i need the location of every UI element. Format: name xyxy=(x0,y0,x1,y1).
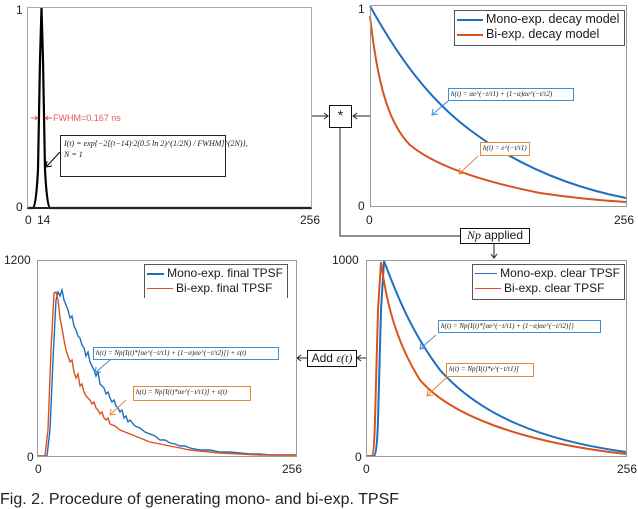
legend-item-bi-clear: Bi-exp. clear TPSF xyxy=(475,281,620,296)
clear-mono-equation: h(t) = Np{I(t)*[αe^(−t/τ1) + (1−α)αe^(−t… xyxy=(438,320,601,333)
final-x-tick-256: 256 xyxy=(282,462,303,476)
final-bi-equation: h(t) = Np[I(t)*αe^(−t/τ1)] + ε(t) xyxy=(133,386,251,401)
np-applied-label: applied xyxy=(480,228,524,242)
convolution-symbol: * xyxy=(337,107,344,123)
irf-plot xyxy=(27,7,311,210)
irf-x-tick-14: 14 xyxy=(37,213,51,227)
irf-equation-line2: N = 1 xyxy=(64,150,83,159)
noise-symbol: ε(t) xyxy=(336,351,353,365)
clear-bi-equation: h(t) = Np[I(t)*e^(−t/τ1)] xyxy=(446,363,534,377)
decay-bi-equation: h(t) = e^(−t/τ1) xyxy=(480,142,530,156)
final-mono-equation: h(t) = Np{I(t)*[αe^(−t/τ1) + (1−α)αe^(−t… xyxy=(93,347,279,360)
legend-swatch-bi xyxy=(475,288,501,289)
legend-label-bi: Bi-exp. final TPSF xyxy=(176,281,273,295)
legend-label-bi: Bi-exp. clear TPSF xyxy=(504,281,605,295)
connector-lines xyxy=(296,112,498,362)
legend-item-mono-decay: Mono-exp. decay model xyxy=(457,12,620,27)
irf-x-tick-0: 0 xyxy=(25,213,32,227)
clear-y-tick-bottom: 0 xyxy=(355,450,362,464)
irf-equation-box: I(t) = exp{−2[(t−14)·2(0.5 ln 2)^(1/2N) … xyxy=(60,135,248,177)
irf-y-tick-bottom: 0 xyxy=(16,200,23,214)
fwhm-annotation: FWHM=0.167 ns xyxy=(53,113,121,123)
final-y-tick-top: 1200 xyxy=(4,253,31,267)
irf-plot-frame xyxy=(27,7,312,209)
legend-item-mono-clear: Mono-exp. clear TPSF xyxy=(475,266,620,281)
clear-y-tick-top: 1000 xyxy=(332,253,359,267)
legend-swatch-mono xyxy=(147,272,165,275)
irf-equation-line1: I(t) = exp{−2[(t−14)·2(0.5 ln 2)^(1/2N) … xyxy=(64,139,248,148)
decay-y-tick-bottom: 0 xyxy=(358,199,365,213)
irf-y-tick-top: 1 xyxy=(16,3,23,17)
final-x-tick-0: 0 xyxy=(35,462,42,476)
convolution-operator-box: * xyxy=(329,105,352,128)
legend-swatch-bi xyxy=(457,33,483,36)
decay-legend: Mono-exp. decay model Bi-exp. decay mode… xyxy=(454,10,625,46)
legend-item-bi-final: Bi-exp. final TPSF xyxy=(147,281,283,296)
legend-label-bi: Bi-exp. decay model xyxy=(486,27,600,41)
clear-tpsf-legend: Mono-exp. clear TPSF Bi-exp. clear TPSF xyxy=(472,264,625,300)
np-symbol: Np xyxy=(466,228,481,242)
final-tpsf-legend: Mono-exp. final TPSF Bi-exp. final TPSF xyxy=(144,264,288,298)
clear-x-tick-0: 0 xyxy=(363,462,370,476)
legend-label-mono: Mono-exp. decay model xyxy=(486,12,620,26)
legend-item-bi-decay: Bi-exp. decay model xyxy=(457,27,620,42)
clear-tpsf-plot-frame xyxy=(366,260,627,457)
figure-caption: Fig. 2. Procedure of generating mono- an… xyxy=(0,491,400,508)
legend-label-mono: Mono-exp. final TPSF xyxy=(167,266,283,280)
clear-x-tick-256: 256 xyxy=(617,462,638,476)
legend-swatch-bi xyxy=(147,288,173,289)
irf-x-tick-256: 256 xyxy=(300,213,321,227)
decay-plot xyxy=(369,5,627,203)
decay-plot-frame xyxy=(370,5,627,207)
legend-item-mono-final: Mono-exp. final TPSF xyxy=(147,266,283,281)
add-noise-step: Add ε(t) xyxy=(307,350,357,367)
clear-tpsf-plot xyxy=(366,260,627,457)
add-noise-label: Add xyxy=(311,351,337,365)
legend-swatch-mono xyxy=(475,273,498,274)
decay-y-tick-top: 1 xyxy=(358,2,365,16)
decay-mono-equation: h(t) = αe^(−t/τ1) + (1−α)αe^(−t/τ2) xyxy=(448,88,574,101)
decay-x-tick-256: 256 xyxy=(614,213,635,227)
legend-swatch-mono xyxy=(457,18,483,21)
decay-x-tick-0: 0 xyxy=(366,213,373,227)
legend-label-mono: Mono-exp. clear TPSF xyxy=(500,266,620,280)
final-tpsf-plot xyxy=(37,287,296,457)
np-applied-step: Np applied xyxy=(460,228,530,244)
final-tpsf-plot-frame xyxy=(37,260,297,457)
final-y-tick-bottom: 0 xyxy=(27,450,34,464)
